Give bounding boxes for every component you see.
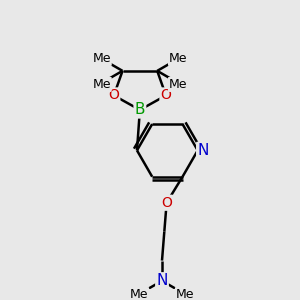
Text: Me: Me xyxy=(169,78,188,91)
Text: Me: Me xyxy=(92,78,111,91)
Text: Me: Me xyxy=(92,52,111,65)
Text: Me: Me xyxy=(130,288,148,300)
Text: O: O xyxy=(161,196,172,210)
Text: O: O xyxy=(108,88,119,102)
Text: Me: Me xyxy=(169,52,188,65)
Text: N: N xyxy=(197,143,208,158)
Text: N: N xyxy=(156,273,168,288)
Text: Me: Me xyxy=(176,288,194,300)
Text: O: O xyxy=(160,88,171,102)
Text: B: B xyxy=(135,102,145,117)
